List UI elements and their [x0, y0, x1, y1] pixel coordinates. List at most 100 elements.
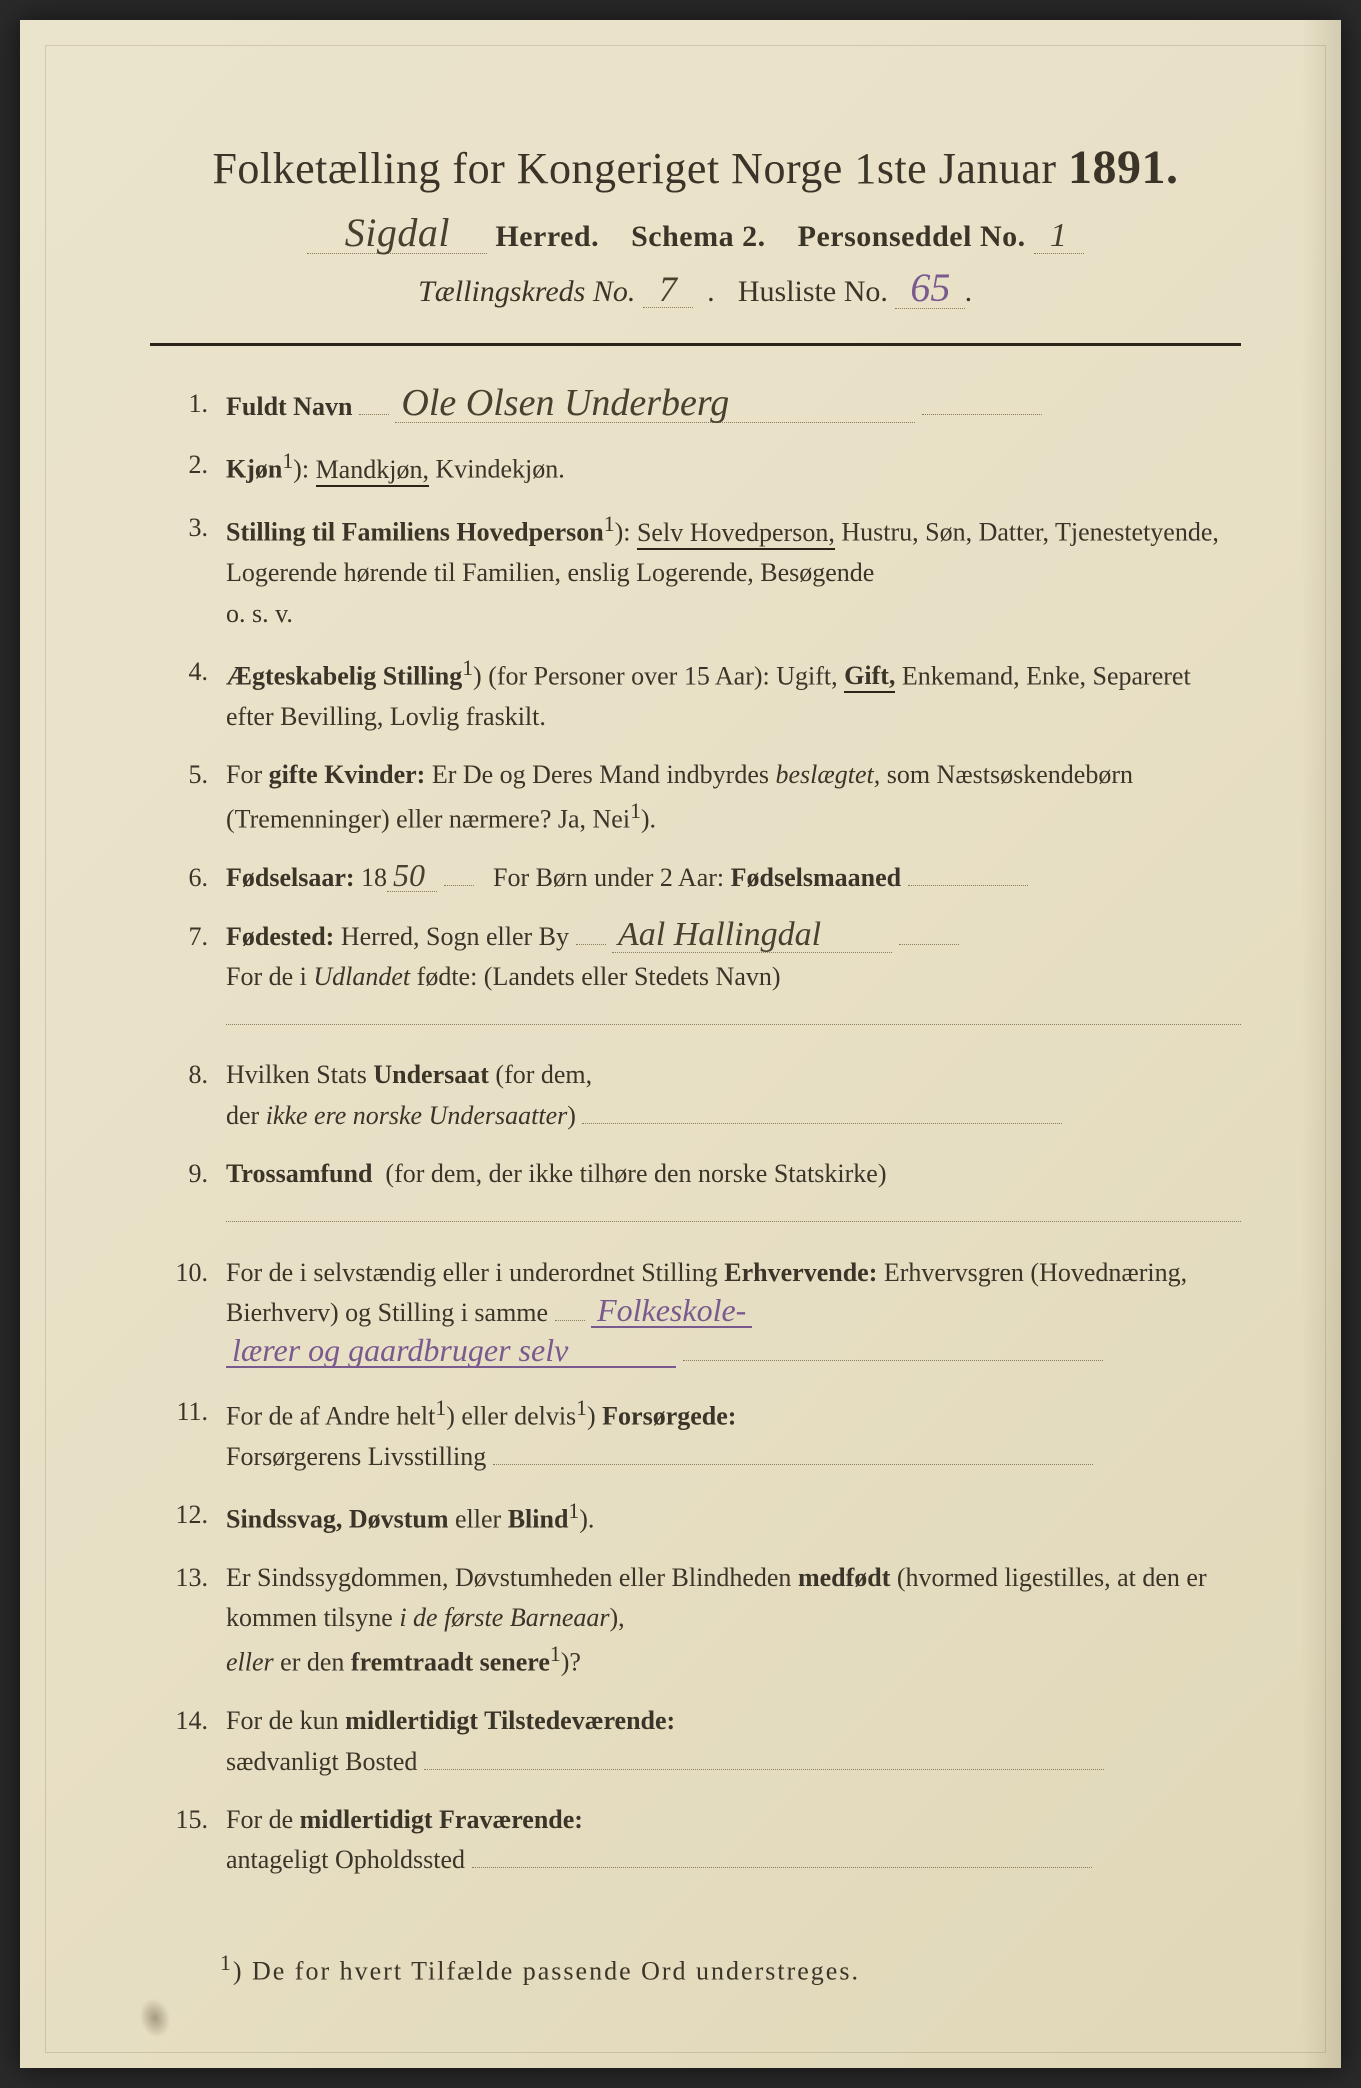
form-title: Folketælling for Kongeriget Norge 1ste J…	[150, 140, 1241, 195]
line2b: )	[567, 1101, 576, 1130]
opt-kvindekjon: Kvindekjøn.	[435, 455, 564, 484]
schema-label: Schema 2.	[631, 220, 766, 253]
entry-body: For de midlertidigt Fraværende: antageli…	[226, 1800, 1241, 1881]
herred-label: Herred.	[495, 220, 599, 253]
entry-num: 9.	[160, 1154, 226, 1235]
entry-14: 14. For de kun midlertidigt Tilstedevære…	[160, 1701, 1241, 1782]
entry-num: 4.	[160, 652, 226, 737]
entry-num: 7.	[160, 917, 226, 1038]
label: Sindssvag, Døvstum	[226, 1504, 449, 1533]
entry-num: 13.	[160, 1558, 226, 1684]
herred-value: Sigdal	[307, 213, 487, 254]
entry-body: Hvilken Stats Undersaat (for dem, der ik…	[226, 1055, 1241, 1136]
entry-body: Stilling til Familiens Hovedperson1): Se…	[226, 508, 1241, 634]
entry-num: 3.	[160, 508, 226, 634]
entry-11: 11. For de af Andre helt1) eller delvis1…	[160, 1392, 1241, 1477]
label: Forsørgede:	[602, 1401, 736, 1430]
husliste-label: Husliste No.	[738, 275, 888, 308]
dots	[424, 1769, 1104, 1770]
text: Er Sindssygdommen, Døvstumheden eller Bl…	[226, 1563, 791, 1592]
entry-body: For gifte Kvinder: Er De og Deres Mand i…	[226, 755, 1241, 840]
entry-1: 1. Fuldt Navn Ole Olsen Underberg	[160, 384, 1241, 427]
label: Trossamfund	[226, 1159, 372, 1188]
lead: For	[226, 760, 262, 789]
dots	[493, 1464, 1093, 1465]
sup: 1	[568, 1499, 579, 1523]
occupation-value-2: lærer og gaardbruger selv	[226, 1334, 676, 1368]
dots	[922, 414, 1042, 415]
entry-body: Ægteskabelig Stilling1) (for Personer ov…	[226, 652, 1241, 737]
line2: antageligt Opholdssted	[226, 1845, 465, 1874]
occupation-value-1: Folkeskole-	[591, 1294, 752, 1328]
title-text: Folketælling for Kongeriget Norge 1ste J…	[212, 144, 1056, 193]
label: Ægteskabelig Stilling	[226, 661, 462, 690]
rest: ):	[293, 455, 309, 484]
sup: 1	[630, 799, 641, 823]
entry-6: 6. Fødselsaar: 1850 For Børn under 2 Aar…	[160, 858, 1241, 898]
sup: 1	[604, 512, 615, 536]
line2b: fødte: (Landets eller Stedets Navn)	[417, 962, 781, 991]
year-value: 50	[387, 859, 437, 892]
dots	[582, 1123, 1062, 1124]
tail: )?	[561, 1648, 581, 1677]
label: gifte Kvinder:	[269, 760, 426, 789]
mid: ) eller delvis	[446, 1401, 576, 1430]
personseddel-label: Personseddel No.	[798, 220, 1026, 253]
dots	[444, 885, 474, 886]
selected-mandkjon: Mandkjøn,	[316, 455, 429, 487]
entry-body: Fuldt Navn Ole Olsen Underberg	[226, 384, 1241, 427]
husliste-no: 65	[895, 268, 965, 309]
dots	[359, 414, 389, 415]
entry-body: Kjøn1): Mandkjøn, Kvindekjøn.	[226, 445, 1241, 490]
entry-num: 2.	[160, 445, 226, 490]
tail: o. s. v.	[226, 599, 293, 628]
entry-num: 15.	[160, 1800, 226, 1881]
em: beslægtet,	[776, 760, 881, 789]
label2: fremtraadt senere	[351, 1648, 550, 1677]
subheader-1: Sigdal Herred. Schema 2. Personseddel No…	[150, 213, 1241, 254]
entry-5: 5. For gifte Kvinder: Er De og Deres Man…	[160, 755, 1241, 840]
dots	[472, 1867, 1092, 1868]
text: Hvilken Stats	[226, 1060, 367, 1089]
line2: sædvanligt Bosted	[226, 1747, 417, 1776]
header-divider	[150, 343, 1241, 346]
blank-line	[226, 1221, 1241, 1222]
em: ikke ere norske Undersaatter	[266, 1101, 568, 1130]
blank-line	[226, 1024, 1241, 1025]
entry-9: 9. Trossamfund (for dem, der ikke tilhør…	[160, 1154, 1241, 1235]
entry-15: 15. For de midlertidigt Fraværende: anta…	[160, 1800, 1241, 1881]
sup2: 1	[576, 1396, 587, 1420]
kreds-no: 7	[643, 271, 693, 308]
census-form-page: Folketælling for Kongeriget Norge 1ste J…	[20, 20, 1341, 2068]
label: Fødested:	[226, 922, 334, 951]
page-tear-mark	[135, 1995, 174, 2041]
title-year: 1891.	[1068, 141, 1179, 194]
entry-8: 8. Hvilken Stats Undersaat (for dem, der…	[160, 1055, 1241, 1136]
entry-num: 1.	[160, 384, 226, 427]
text2: (for dem,	[495, 1060, 592, 1089]
em: Udlandet	[313, 962, 410, 991]
entry-13: 13. Er Sindssygdommen, Døvstumheden elle…	[160, 1558, 1241, 1684]
dots	[899, 944, 959, 945]
dots	[683, 1360, 1103, 1361]
entry-body: For de i selvstændig eller i underordnet…	[226, 1253, 1241, 1374]
text: (for dem, der ikke tilhøre den norske St…	[385, 1159, 886, 1188]
text: Herred, Sogn eller By	[341, 922, 569, 951]
text: For de af Andre helt	[226, 1401, 435, 1430]
entry-num: 12.	[160, 1495, 226, 1540]
personseddel-no: 1	[1034, 219, 1084, 254]
footnote-text: ) De for hvert Tilfælde passende Ord und…	[233, 1956, 860, 1985]
label: Undersaat	[373, 1060, 489, 1089]
entry-12: 12. Sindssvag, Døvstum eller Blind1).	[160, 1495, 1241, 1540]
entry-body: Sindssvag, Døvstum eller Blind1).	[226, 1495, 1241, 1540]
sup1: 1	[435, 1396, 446, 1420]
entry-2: 2. Kjøn1): Mandkjøn, Kvindekjøn.	[160, 445, 1241, 490]
label2: Blind	[508, 1504, 569, 1533]
entry-num: 8.	[160, 1055, 226, 1136]
dots	[555, 1320, 585, 1321]
lead: ) (for Personer over 15 Aar): Ugift,	[473, 661, 838, 690]
entry-10: 10. For de i selvstændig eller i underor…	[160, 1253, 1241, 1374]
entry-3: 3. Stilling til Familiens Hovedperson1):…	[160, 508, 1241, 634]
footnote-sup: 1	[220, 1951, 233, 1975]
text3: ),	[609, 1603, 624, 1632]
